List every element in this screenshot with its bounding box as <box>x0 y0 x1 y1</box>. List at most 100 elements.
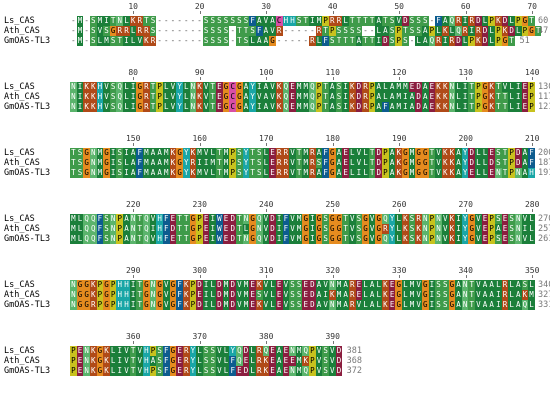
residue: E <box>342 158 349 168</box>
residue: Q <box>143 214 150 224</box>
residue: K <box>348 82 356 92</box>
residue: Y <box>182 168 190 178</box>
residue: I <box>495 300 502 310</box>
residue: G <box>83 158 90 168</box>
residue: P <box>196 224 203 234</box>
residue: F <box>528 158 535 168</box>
residue: S <box>388 16 396 26</box>
residue: - <box>182 26 190 36</box>
ruler-tick-label: 320 <box>325 266 340 275</box>
residue: K <box>89 356 97 366</box>
residue: R <box>501 300 509 310</box>
residue: M <box>222 148 230 158</box>
residue: S <box>335 102 343 112</box>
residue: V <box>269 102 276 112</box>
residue: M <box>222 300 230 310</box>
residue: L <box>514 26 522 36</box>
residue: V <box>475 300 482 310</box>
residue: T <box>428 158 436 168</box>
residue: T <box>209 82 217 92</box>
residue: G <box>421 168 429 178</box>
residue: A <box>315 300 323 310</box>
residue: L <box>455 82 462 92</box>
ruler-tick-mark <box>532 209 534 212</box>
residue: A <box>335 158 343 168</box>
residue: Y <box>388 234 396 244</box>
ruler-tick-mark <box>332 77 334 80</box>
sequence-row: Ls_CAS M L Q Q F S N P A N T Q V H F E T T G P E I W E D T N G Q V D I F V… <box>0 214 550 224</box>
residue: P <box>116 224 124 234</box>
residue: P <box>488 16 495 26</box>
residue: E <box>269 148 276 158</box>
residue: V <box>415 300 422 310</box>
sequence-name: Ath_CAS <box>4 224 40 234</box>
residue: K <box>328 290 336 300</box>
residue: L <box>402 290 409 300</box>
residue: - <box>156 26 163 36</box>
residue: G <box>335 234 343 244</box>
residue: A <box>255 36 263 46</box>
residue: I <box>309 214 316 224</box>
residue: G <box>176 168 183 178</box>
residue: I <box>196 158 203 168</box>
residue: S <box>242 16 250 26</box>
ruler-tick-label: 110 <box>325 68 340 77</box>
sequence-name: Ath_CAS <box>4 92 40 102</box>
residue: K <box>435 102 442 112</box>
residue: D <box>335 366 343 376</box>
residue: V <box>348 234 356 244</box>
residue: E <box>275 280 283 290</box>
residue: E <box>236 366 243 376</box>
residue: V <box>355 300 363 310</box>
residue: S <box>229 16 237 26</box>
residue: R <box>455 16 462 26</box>
residue: E <box>302 300 310 310</box>
residue: S <box>435 280 442 290</box>
residue: S <box>202 26 210 36</box>
residue: K <box>103 366 110 376</box>
residue: G <box>421 290 429 300</box>
residue: V <box>123 366 130 376</box>
sequence-row: Ath_CAS - M - S V S G R R L R R S - - - - - - - S S S S - T T S F A V R -… <box>0 26 550 36</box>
residue: F <box>162 366 170 376</box>
residue: D <box>481 36 489 46</box>
residue: H <box>96 82 104 92</box>
residue: F <box>96 224 104 234</box>
sequence-row: GmOAS-TL3 N I K K H V S Q L I G R T P L V Y L N K V T E G C G A Y I A V… <box>0 102 550 112</box>
residue: D <box>355 92 363 102</box>
ruler-tick-mark <box>199 341 201 344</box>
residue: G <box>328 158 336 168</box>
residue: L <box>481 168 489 178</box>
ruler-tick-label: 380 <box>258 332 274 341</box>
residue: Y <box>388 214 396 224</box>
residue: A <box>488 300 495 310</box>
residue: I <box>202 290 210 300</box>
residue: N <box>109 224 117 234</box>
residue: G <box>156 280 163 290</box>
residue: K <box>448 224 456 234</box>
residue: I <box>461 82 469 92</box>
residue: F <box>229 366 237 376</box>
sequence-row: Ls_CAS T S G N M G I S I A F M A A M K G Y K M V L T M P S Y T S L E R R V… <box>0 148 550 158</box>
residue: I <box>342 102 349 112</box>
residue: V <box>355 148 363 158</box>
residue: G <box>169 346 177 356</box>
residue: S <box>222 36 230 46</box>
residue: E <box>196 290 203 300</box>
residue: S <box>322 356 329 366</box>
residue: A <box>335 168 343 178</box>
residue: D <box>468 148 476 158</box>
residue: I <box>514 102 522 112</box>
ruler-tick-mark <box>266 143 268 146</box>
residue: D <box>229 280 237 290</box>
residue: I <box>455 224 462 234</box>
sequence-row: Ath_CAS N G G K P G P H H I T G N G V G F K P E I L D M D V M E S V L E V… <box>0 290 550 300</box>
residue: H <box>156 224 163 234</box>
ruler-tick-label: 230 <box>192 200 207 209</box>
sequence-name: Ath_CAS <box>4 158 40 168</box>
residue: T <box>468 82 476 92</box>
residue: G <box>189 214 197 224</box>
residue: E <box>249 300 256 310</box>
residue: E <box>428 102 436 112</box>
